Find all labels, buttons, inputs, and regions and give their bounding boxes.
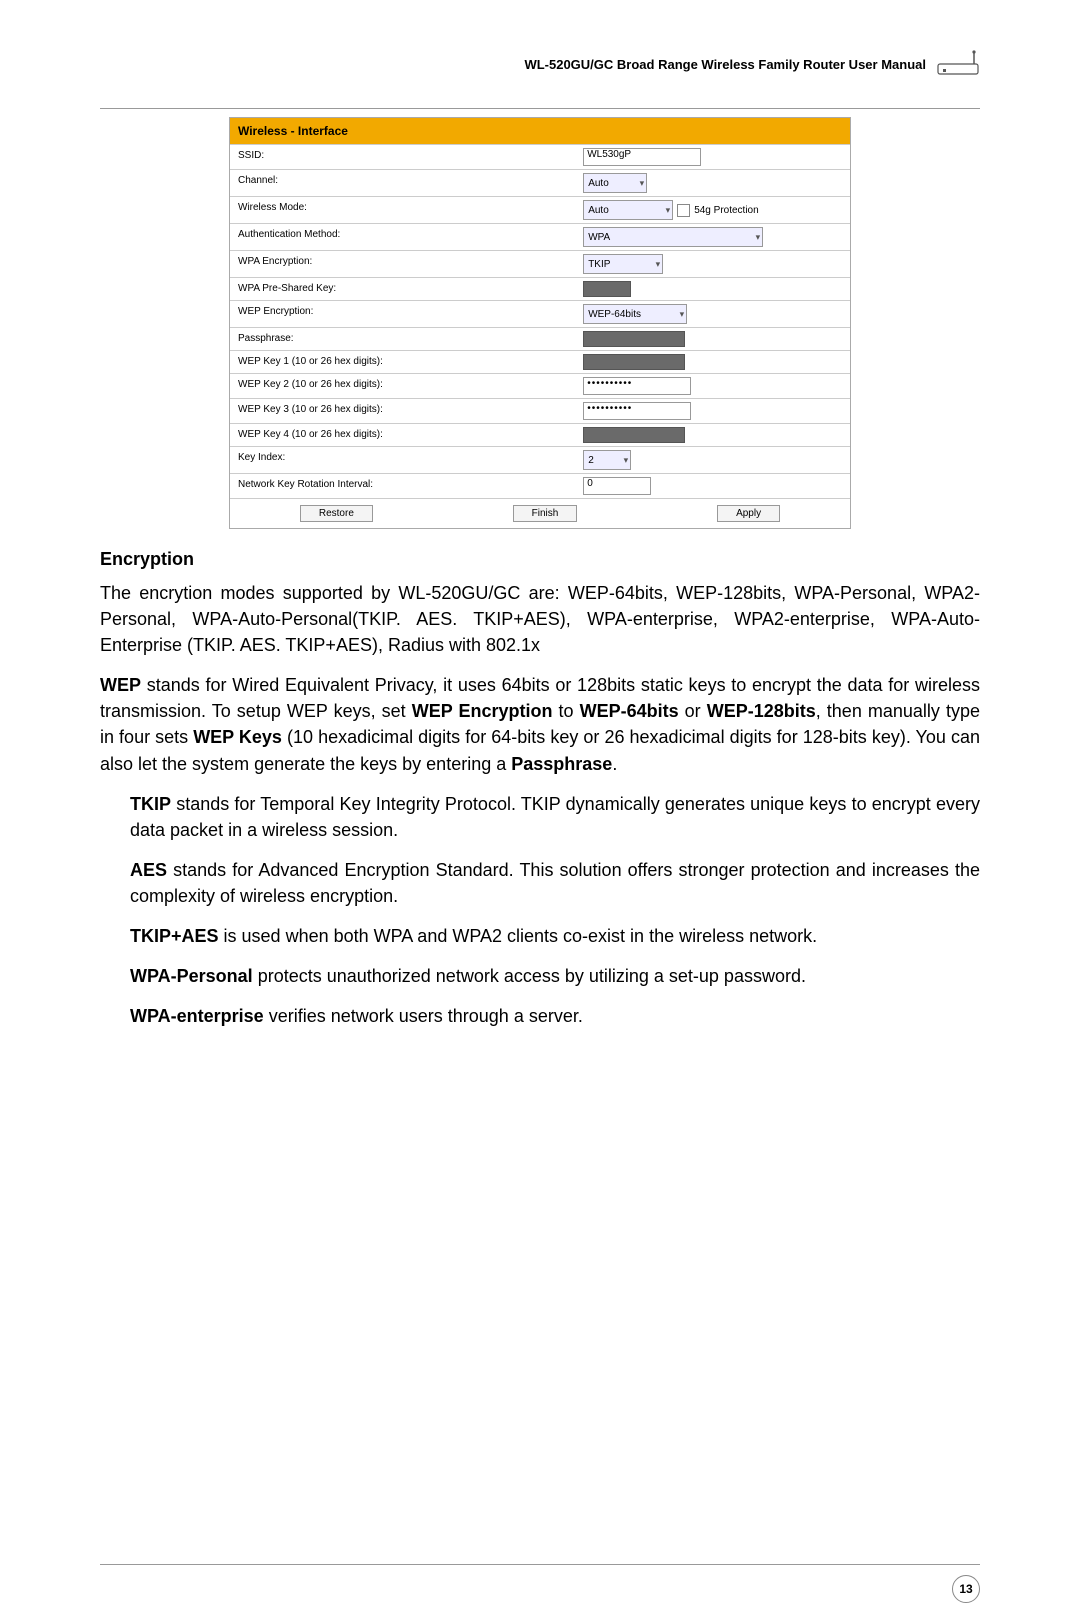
para-intro: The encrytion modes supported by WL-520G…	[100, 580, 980, 658]
row-pass: Passphrase:	[230, 327, 850, 350]
wireless-interface-panel: Wireless - Interface SSID: WL530gP Chann…	[229, 117, 851, 529]
wepenc-select[interactable]: WEP-64bits	[583, 304, 687, 324]
auth-select[interactable]: WPA	[583, 227, 763, 247]
term-tkip: TKIP	[130, 794, 171, 814]
para-wpaenterprise: WPA-enterprise verifies network users th…	[130, 1003, 980, 1029]
passphrase-input[interactable]	[583, 331, 685, 347]
channel-select[interactable]: Auto	[583, 173, 647, 193]
term-wpapersonal: WPA-Personal	[130, 966, 253, 986]
label-rot: Network Key Rotation Interval:	[230, 474, 577, 498]
row-rot: Network Key Rotation Interval: 0	[230, 473, 850, 498]
page-number: 13	[952, 1575, 980, 1603]
row-k2: WEP Key 2 (10 or 26 hex digits): •••••••…	[230, 373, 850, 398]
header-divider	[100, 108, 980, 109]
label-kidx: Key Index:	[230, 447, 577, 473]
rotation-input[interactable]: 0	[583, 477, 651, 495]
label-k4: WEP Key 4 (10 or 26 hex digits):	[230, 424, 577, 446]
wepkey3-input[interactable]: ••••••••••	[583, 402, 691, 420]
apply-button[interactable]: Apply	[717, 505, 780, 522]
finish-button[interactable]: Finish	[513, 505, 578, 522]
row-wepenc: WEP Encryption: WEP-64bits	[230, 300, 850, 327]
label-k3: WEP Key 3 (10 or 26 hex digits):	[230, 399, 577, 423]
label-ssid: SSID:	[230, 145, 577, 169]
label-wpaenc: WPA Encryption:	[230, 251, 577, 277]
row-k3: WEP Key 3 (10 or 26 hex digits): •••••••…	[230, 398, 850, 423]
para-tkip: TKIP stands for Temporal Key Integrity P…	[130, 791, 980, 843]
footer: 13	[100, 1556, 980, 1573]
button-row: Restore Finish Apply	[230, 498, 850, 528]
row-k4: WEP Key 4 (10 or 26 hex digits):	[230, 423, 850, 446]
keyindex-select[interactable]: 2	[583, 450, 631, 470]
term-wpaenterprise: WPA-enterprise	[130, 1006, 264, 1026]
psk-input[interactable]	[583, 281, 631, 297]
protection-checkbox[interactable]	[677, 204, 690, 217]
restore-button[interactable]: Restore	[300, 505, 373, 522]
para-tkipaes: TKIP+AES is used when both WPA and WPA2 …	[130, 923, 980, 949]
row-kidx: Key Index: 2	[230, 446, 850, 473]
label-auth: Authentication Method:	[230, 224, 577, 250]
wmode-select[interactable]: Auto	[583, 200, 673, 220]
para-wpapersonal: WPA-Personal protects unauthorized netwo…	[130, 963, 980, 989]
section-heading: Encryption	[100, 549, 980, 570]
term-tkipaes: TKIP+AES	[130, 926, 219, 946]
row-ssid: SSID: WL530gP	[230, 144, 850, 169]
term-wep: WEP	[100, 675, 141, 695]
wepkey4-input[interactable]	[583, 427, 685, 443]
label-wepenc: WEP Encryption:	[230, 301, 577, 327]
row-auth: Authentication Method: WPA	[230, 223, 850, 250]
row-channel: Channel: Auto	[230, 169, 850, 196]
ssid-input[interactable]: WL530gP	[583, 148, 701, 166]
wepkey1-input[interactable]	[583, 354, 685, 370]
doc-header: WL-520GU/GC Broad Range Wireless Family …	[100, 50, 980, 78]
router-icon	[934, 50, 980, 78]
panel-title: Wireless - Interface	[230, 118, 850, 144]
row-wmode: Wireless Mode: Auto 54g Protection	[230, 196, 850, 223]
doc-title: WL-520GU/GC Broad Range Wireless Family …	[524, 57, 926, 72]
label-psk: WPA Pre-Shared Key:	[230, 278, 577, 300]
protection-label: 54g Protection	[694, 205, 759, 216]
row-wpaenc: WPA Encryption: TKIP	[230, 250, 850, 277]
label-wmode: Wireless Mode:	[230, 197, 577, 223]
row-psk: WPA Pre-Shared Key:	[230, 277, 850, 300]
para-aes: AES stands for Advanced Encryption Stand…	[130, 857, 980, 909]
label-channel: Channel:	[230, 170, 577, 196]
para-wep: WEP stands for Wired Equivalent Privacy,…	[100, 672, 980, 776]
page: WL-520GU/GC Broad Range Wireless Family …	[0, 0, 1080, 1619]
term-aes: AES	[130, 860, 167, 880]
label-pass: Passphrase:	[230, 328, 577, 350]
wepkey2-input[interactable]: ••••••••••	[583, 377, 691, 395]
row-k1: WEP Key 1 (10 or 26 hex digits):	[230, 350, 850, 373]
label-k1: WEP Key 1 (10 or 26 hex digits):	[230, 351, 577, 373]
wpaenc-select[interactable]: TKIP	[583, 254, 663, 274]
footer-divider	[100, 1564, 980, 1565]
label-k2: WEP Key 2 (10 or 26 hex digits):	[230, 374, 577, 398]
